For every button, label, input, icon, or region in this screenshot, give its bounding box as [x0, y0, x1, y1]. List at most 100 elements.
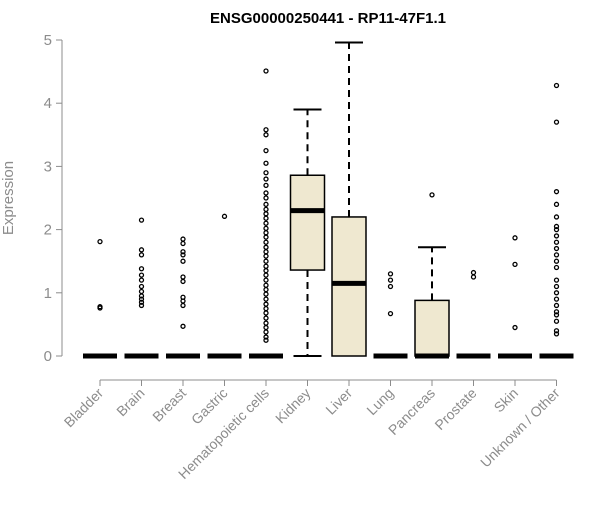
box-group: [289, 108, 326, 357]
box-group: [83, 238, 117, 359]
outlier-point: [263, 277, 269, 283]
outlier-point: [263, 147, 269, 154]
outlier-point: [263, 220, 269, 226]
outlier-point: [553, 258, 560, 264]
outlier-point: [221, 213, 228, 219]
outlier-point: [553, 302, 560, 309]
box-group: [249, 68, 283, 359]
y-tick-label: 2: [44, 222, 52, 239]
outlier-point: [470, 274, 477, 280]
outlier-point: [180, 258, 186, 264]
box-group: [539, 82, 574, 359]
outlier-point: [263, 253, 269, 259]
outlier-point: [263, 170, 269, 176]
outlier-point: [263, 301, 269, 307]
y-axis-label: Expression: [0, 161, 17, 235]
outlier-point: [180, 278, 186, 285]
y-tick-label: 1: [44, 285, 52, 302]
outlier-point: [553, 226, 560, 233]
outlier-point: [138, 302, 145, 309]
iqr-box: [414, 299, 450, 357]
outlier-point: [263, 182, 269, 189]
outlier-point: [512, 261, 518, 268]
outlier-point: [263, 320, 269, 326]
outlier-point: [553, 312, 560, 318]
box-group: [166, 236, 200, 359]
x-tick-label: Skin: [491, 385, 522, 416]
outlier-point: [263, 239, 269, 245]
outlier-point: [553, 201, 560, 207]
outlier-point: [263, 244, 269, 250]
outlier-point: [263, 334, 269, 340]
outlier-point: [553, 309, 560, 315]
outlier-point: [263, 206, 269, 213]
boxes-layer: [83, 41, 574, 359]
outlier-point: [553, 252, 560, 258]
outlier-point: [138, 283, 145, 290]
outlier-point: [263, 225, 269, 231]
outlier-point: [263, 127, 269, 133]
outlier-point: [97, 305, 103, 311]
outlier-point: [263, 286, 269, 293]
outlier-point: [180, 323, 186, 329]
outlier-point: [512, 324, 518, 331]
outlier-point: [180, 252, 186, 258]
box-group: [331, 41, 367, 357]
outlier-point: [553, 189, 560, 195]
outlier-point: [180, 302, 186, 309]
outlier-point: [387, 311, 394, 317]
x-tick-label: Lung: [363, 385, 396, 418]
outlier-point: [263, 249, 269, 255]
outlier-point: [138, 266, 145, 272]
iqr-box: [331, 216, 367, 357]
outlier-point: [553, 223, 560, 230]
x-tick-label: Bladder: [61, 385, 107, 431]
y-tick-label: 4: [44, 95, 52, 112]
outlier-point: [263, 132, 269, 138]
outlier-point: [429, 192, 435, 198]
x-tick-label: Breast: [149, 385, 189, 425]
box-group: [456, 269, 491, 359]
outlier-point: [263, 296, 269, 302]
outlier-point: [553, 328, 560, 334]
outlier-point: [387, 277, 394, 283]
outlier-point: [263, 211, 269, 217]
x-tick-label: Prostate: [431, 385, 479, 433]
outlier-point: [553, 239, 560, 245]
y-axis: 0 1 2 3 4 5: [44, 32, 63, 365]
outlier-point: [263, 268, 269, 274]
outlier-point: [138, 296, 145, 302]
chart-title: ENSG00000250441 - RP11-47F1.1: [210, 10, 446, 27]
outlier-point: [553, 331, 560, 337]
outlier-point: [138, 252, 145, 258]
outlier-point: [263, 263, 269, 269]
outlier-point: [553, 283, 560, 290]
x-tick-label: Unknown / Other: [477, 385, 563, 471]
y-tick-label: 0: [44, 348, 52, 365]
iqr-box: [289, 174, 326, 271]
outlier-point: [263, 324, 269, 331]
outlier-point: [263, 176, 269, 182]
outlier-point: [263, 195, 269, 201]
outlier-point: [263, 215, 269, 221]
outlier-point: [263, 337, 269, 343]
x-tick-label: Brain: [113, 385, 147, 419]
box-group: [414, 192, 450, 359]
outlier-point: [553, 264, 560, 271]
outlier-point: [263, 291, 269, 297]
outlier-point: [263, 68, 269, 74]
outlier-point: [387, 271, 394, 277]
outlier-point: [553, 82, 560, 89]
outlier-point: [180, 274, 186, 280]
outlier-point: [553, 233, 560, 239]
outlier-point: [263, 201, 269, 207]
outlier-point: [180, 236, 186, 242]
outlier-point: [263, 329, 269, 335]
outlier-point: [138, 288, 145, 295]
y-tick-label: 3: [44, 158, 52, 175]
outlier-point: [263, 230, 269, 236]
outlier-point: [180, 240, 186, 247]
box-group: [124, 217, 159, 359]
